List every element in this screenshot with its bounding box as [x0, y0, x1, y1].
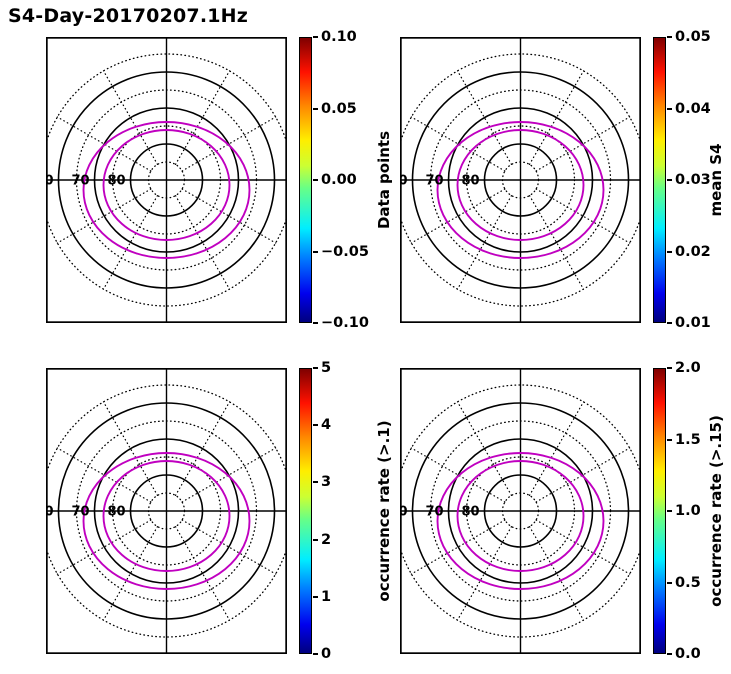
colorbar-gradient — [653, 37, 666, 323]
colorbar-axis-label: occurrence rate (>.15) — [707, 415, 725, 607]
magenta-contour — [436, 121, 605, 259]
elevation-tick-label: 80 — [461, 174, 479, 189]
colorbar-tick-mark — [313, 322, 318, 324]
colorbar-tick-label: −0.05 — [321, 243, 369, 260]
colorbar-tick-label: 1 — [321, 588, 332, 605]
subplot-occurrence-rate-gt-01: 60 70 80 5 4 3 2 1 0 occurrence rate (>.1) — [46, 361, 476, 661]
colorbar-tick-mark — [667, 322, 672, 324]
colorbar-tick-mark — [667, 367, 672, 369]
colorbar-tick-mark — [667, 250, 672, 253]
colorbar-tick-label: 0.10 — [321, 28, 357, 45]
colorbar-tick-label: 0.02 — [675, 243, 711, 260]
colorbar-area: 0.05 0.04 0.03 0.02 0.01 mean S4 — [653, 30, 725, 330]
colorbar-axis-label: occurrence rate (>.1) — [375, 420, 393, 602]
colorbar-tick-label: 0.05 — [321, 100, 357, 117]
elevation-tick-label: 80 — [461, 505, 479, 520]
elevation-tick-label: 70 — [425, 174, 443, 189]
colorbar-tick-label: 0.03 — [675, 171, 711, 188]
colorbar-gradient — [653, 368, 666, 654]
colorbar-tick-mark — [313, 653, 318, 655]
colorbar-axis-label: Data points — [375, 130, 393, 230]
colorbar-tick-label: 3 — [321, 474, 332, 491]
colorbar-tick-label: 0 — [321, 645, 332, 662]
colorbar-tick-label: 2.0 — [675, 359, 701, 376]
colorbar-tick-label: 0.5 — [675, 574, 701, 591]
colorbar-tick-mark — [313, 367, 318, 369]
colorbar-tick-mark — [313, 107, 318, 110]
colorbar-tick-mark — [313, 538, 318, 541]
colorbar-tick-mark — [667, 653, 672, 655]
colorbar-axis-label: mean S4 — [707, 143, 725, 217]
plot-frame — [400, 368, 641, 654]
colorbar-tick-label: 5 — [321, 359, 332, 376]
colorbar-tick-label: 2 — [321, 531, 332, 548]
colorbar-tick-mark — [313, 179, 318, 181]
colorbar-gradient — [299, 368, 312, 654]
sky-plot: 60 70 80 — [46, 368, 287, 654]
colorbar-gradient — [299, 37, 312, 323]
magenta-contour — [82, 452, 251, 590]
colorbar-area: 5 4 3 2 1 0 occurrence rate (>.1) — [299, 361, 393, 661]
plot-frame — [46, 37, 287, 323]
magenta-contour — [456, 460, 585, 572]
colorbar-tick-mark — [313, 250, 318, 253]
magenta-contour — [102, 129, 231, 241]
elevation-tick-label: 80 — [107, 174, 125, 189]
sky-plot: 60 70 80 — [400, 37, 641, 323]
colorbar-tick-label: 4 — [321, 416, 332, 433]
elevation-tick-label: 70 — [71, 174, 89, 189]
subplot-data-points: 60 70 80 0.10 0.05 0.00 −0.05 −0.10 Data points — [46, 30, 476, 330]
colorbar-tick-mark — [667, 36, 672, 38]
elevation-tick-label: 80 — [107, 505, 125, 520]
elevation-tick-label: 60 — [400, 174, 408, 189]
sky-plot: 60 70 80 — [400, 368, 641, 654]
plot-frame — [400, 37, 641, 323]
magenta-contour — [102, 460, 231, 572]
colorbar-tick-label: 0.01 — [675, 314, 711, 331]
elevation-tick-label: 60 — [46, 174, 54, 189]
elevation-tick-label: 70 — [425, 505, 443, 520]
magenta-contour — [82, 121, 251, 259]
colorbar-tick-mark — [313, 595, 318, 598]
colorbar-tick-label: 1.5 — [675, 431, 701, 448]
subplot-mean-s4: 60 70 80 0.05 0.04 0.03 0.02 0.01 mean S4 — [400, 30, 731, 330]
colorbar-tick-mark — [313, 36, 318, 38]
figure-title: S4-Day-20170207.1Hz — [8, 5, 249, 27]
colorbar-area: 0.10 0.05 0.00 −0.05 −0.10 Data points — [299, 30, 393, 330]
elevation-tick-label: 60 — [46, 505, 54, 520]
elevation-tick-label: 60 — [400, 505, 408, 520]
elevation-tick-label: 70 — [71, 505, 89, 520]
colorbar-tick-label: 0.00 — [321, 171, 357, 188]
colorbar-tick-mark — [667, 179, 672, 181]
plot-frame — [46, 368, 287, 654]
colorbar-tick-mark — [667, 510, 672, 512]
colorbar-tick-label: 0.05 — [675, 28, 711, 45]
colorbar-tick-mark — [313, 481, 318, 484]
magenta-contour — [456, 129, 585, 241]
colorbar-tick-label: 0.04 — [675, 100, 711, 117]
colorbar-tick-mark — [667, 107, 672, 110]
subplot-occurrence-rate-gt-015: 60 70 80 2.0 1.5 1.0 0.5 0.0 occurrence rate (>.… — [400, 361, 731, 661]
colorbar-tick-mark — [667, 438, 672, 441]
colorbar-tick-label: −0.10 — [321, 314, 369, 331]
colorbar-tick-label: 0.0 — [675, 645, 701, 662]
colorbar-area: 2.0 1.5 1.0 0.5 0.0 occurrence rate (>.15) — [653, 361, 725, 661]
colorbar-tick-label: 1.0 — [675, 502, 701, 519]
magenta-contour — [436, 452, 605, 590]
sky-plot: 60 70 80 — [46, 37, 287, 323]
colorbar-tick-mark — [667, 581, 672, 584]
colorbar-tick-mark — [313, 424, 318, 427]
